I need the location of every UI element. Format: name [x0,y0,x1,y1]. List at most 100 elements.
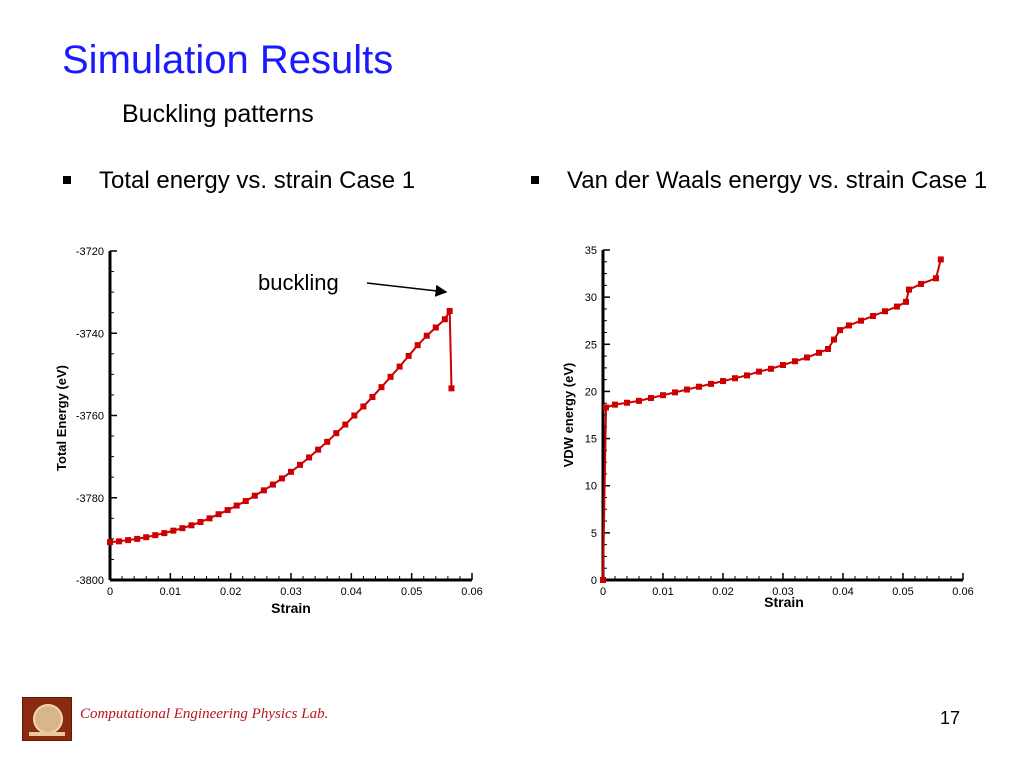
chart1-data-point [396,363,403,370]
chart1-data-point [423,332,430,339]
slide-title: Simulation Results [62,38,394,82]
chart2-ytick-label: 5 [591,528,597,540]
chart1-data-point [405,352,412,359]
chart1-data-point [448,385,455,392]
chart1-data-point [170,527,177,534]
chart1-xlabel: Strain [271,600,311,616]
chart2-series-line [602,259,942,581]
chart1-data-point [116,538,123,545]
chart1-data-point [360,403,367,410]
chart1-data-point [125,537,132,544]
lab-logo-band [29,732,65,736]
chart1-data-point [414,342,421,349]
chart2-data-point [768,365,774,372]
chart1-data-point [432,324,439,331]
chart1-data-point [224,507,231,514]
chart2-data-point [825,346,831,352]
chart2-xtick-label: 0.01 [652,586,673,598]
chart2-ytick-label: 25 [585,339,597,351]
chart2-xtick-label: 0.05 [892,586,913,598]
chart2-data-point [624,399,630,406]
chart2-data-point [780,362,786,369]
chart2-data-point [918,280,924,287]
chart1-data-point [251,492,258,499]
chart1-data-point [206,515,213,522]
chart1-data-point [315,446,322,453]
bullet-right-text: Van der Waals energy vs. strain Case 1 [567,167,988,194]
chart2-data-point [882,308,888,315]
footer-lab-name: Computational Engineering Physics Lab. [80,706,329,722]
chart2-ytick-label: 0 [591,575,597,587]
chart2-data-point [937,256,944,263]
chart2-data-point [636,397,642,404]
chart1-xtick-label: 0.04 [341,586,362,598]
chart2-ytick-label: 30 [585,292,597,304]
chart2-xtick-label: 0 [600,586,606,598]
chart1-data-point [342,421,349,428]
chart1-xtick-label: 0.02 [220,586,241,598]
chart1-data-point [260,487,267,494]
chart2-data-point [732,375,738,382]
chart1-data-point [351,412,358,419]
chart2-xlabel: Strain [764,594,804,610]
chart2-data-point [756,368,762,375]
chart2-ylabel: VDW energy (eV) [561,363,576,468]
chart1-ytick-label: -3720 [76,246,104,258]
total-energy-chart: buckling Total Energy (eV) Strain 0 0.01 0… [54,246,483,616]
chart1-ytick-label: -3760 [76,411,104,423]
bullet-marker-icon [531,176,539,184]
chart1-data-point [233,502,240,509]
chart2-ytick-label: 15 [585,434,597,446]
chart2-data-point [720,378,726,385]
chart2-data-point [612,401,618,408]
bullet-left-text: Total energy vs. strain Case 1 [99,167,416,194]
chart2-data-point [603,404,609,411]
chart2-data-point [792,358,798,365]
chart1-data-point [324,438,331,445]
chart1-xtick-label: 0.05 [401,586,422,598]
chart1-data-point [446,308,453,315]
chart1-series-line [109,307,453,544]
chart2-xtick-label: 0.04 [832,586,853,598]
chart2-data-point [894,303,900,310]
chart1-data-point [242,498,249,505]
chart1-xtick-label: 0.06 [461,586,482,598]
chart1-data-point [143,534,150,541]
chart2-data-point [660,392,666,399]
chart2-data-point [933,275,939,282]
chart1-data-point [278,475,285,482]
chart1-data-point [197,519,204,526]
chart2-data-point [837,327,843,334]
chart1-data-point [152,532,159,539]
chart1-data-point [441,316,448,323]
chart2-data-point [906,286,912,293]
chart1-data-point [215,511,222,518]
page-number: 17 [940,708,961,728]
chart2-xtick-label: 0.06 [952,586,973,598]
chart1-data-point [107,539,113,546]
chart1-ylabel: Total Energy (eV) [54,365,69,471]
chart2-data-point [696,383,702,390]
lab-logo [22,697,72,741]
chart1-data-point [179,525,186,532]
chart2-xtick-label: 0.02 [712,586,733,598]
chart2-data-point [816,349,822,356]
chart1-data-point [378,384,385,391]
chart2-data-point [870,313,876,319]
chart1-data-point [387,373,394,380]
chart1-xtick-label: 0.03 [280,586,301,598]
chart2-ytick-label: 35 [585,245,597,257]
chart1-xtick-label: 0.01 [160,586,181,598]
bullet-marker-icon [63,176,71,184]
chart2-ytick-label: 20 [585,386,597,398]
chart1-data-point [134,535,141,542]
chart1-xtick-label: 0 [107,586,113,598]
chart2-data-point [648,395,654,402]
chart2-data-point [708,380,714,387]
chart1-data-point [369,393,376,400]
chart1-data-point [269,481,276,488]
chart2-data-point [846,322,852,329]
chart1-data-point [333,430,340,437]
slide-subtitle: Buckling patterns [122,100,314,128]
chart1-data-point [188,522,195,529]
